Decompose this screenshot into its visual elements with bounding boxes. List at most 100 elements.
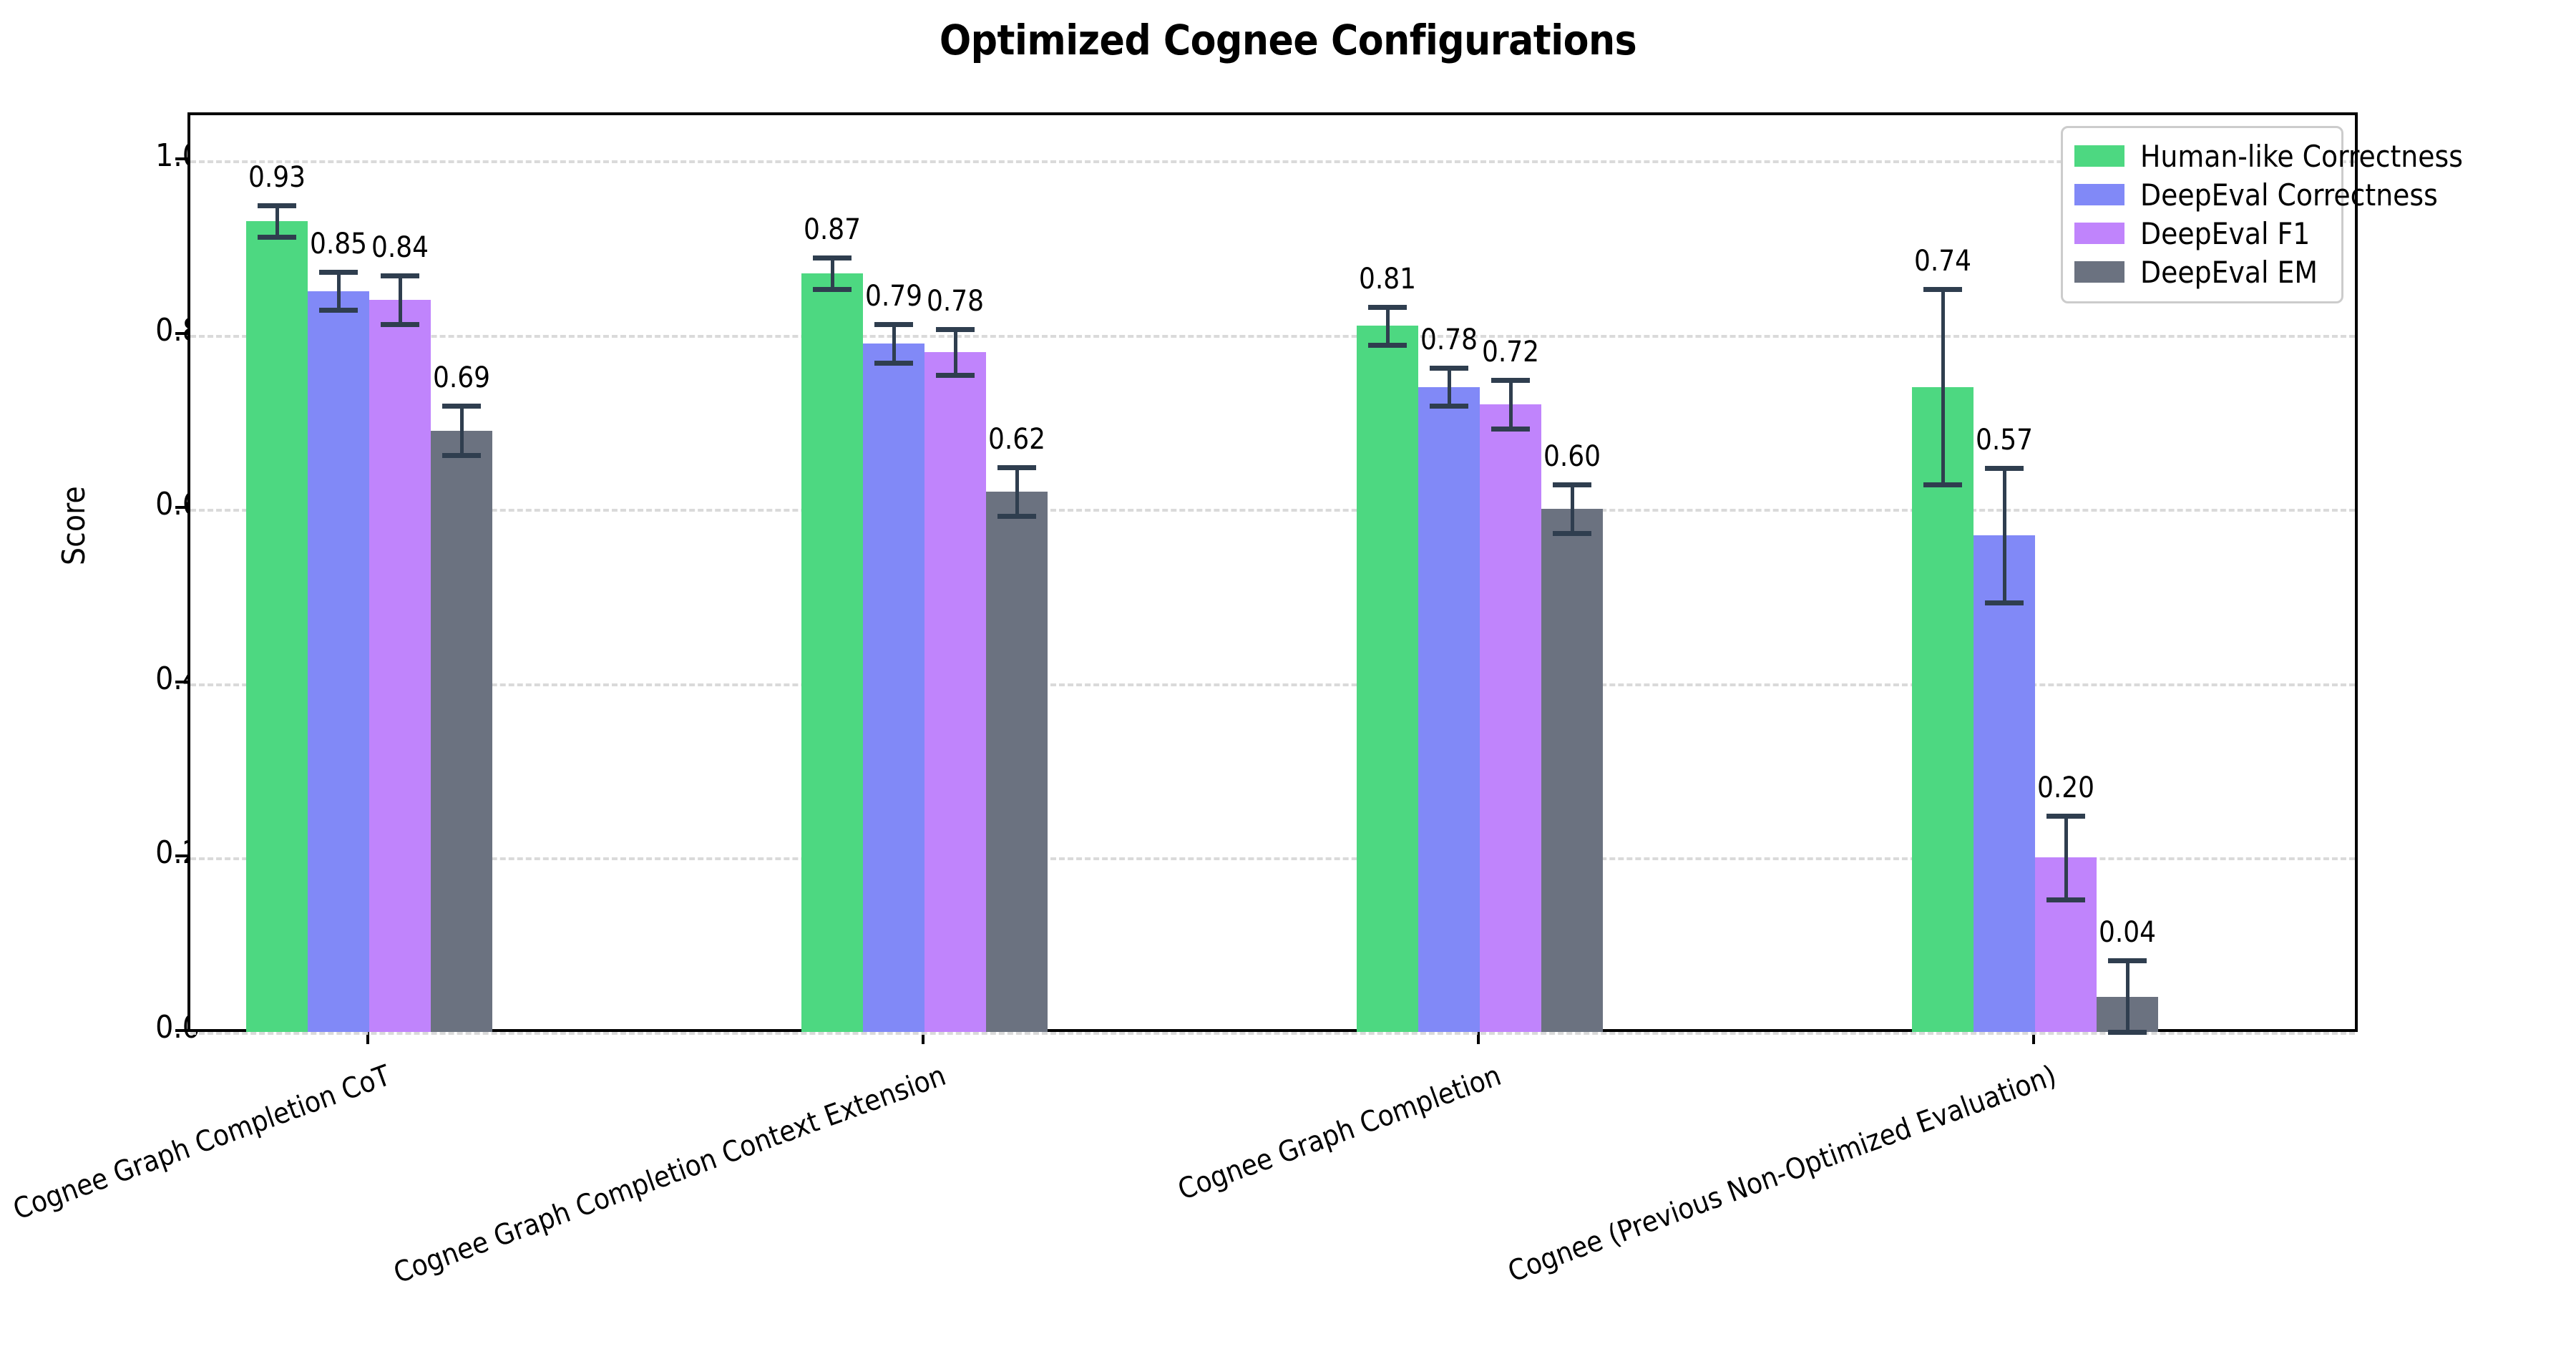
error-bar-line (1015, 467, 1019, 516)
bar-value-label: 0.62 (987, 422, 1046, 456)
error-bar-cap-bottom (1491, 427, 1530, 432)
error-bar-cap-bottom (1368, 343, 1407, 349)
legend-item-label: DeepEval Correctness (2140, 177, 2438, 213)
error-bar-line (2064, 815, 2068, 900)
bar[interactable] (986, 491, 1048, 1032)
error-bar-cap-bottom (1430, 404, 1468, 409)
bar-value-label: 0.60 (1543, 440, 1601, 474)
legend-item-label: Human-like Correctness (2140, 138, 2463, 174)
legend-swatch-icon (2074, 184, 2124, 205)
x-tick-mark (1477, 1032, 1480, 1044)
bar-value-label: 0.04 (2098, 916, 2157, 950)
error-bar-cap-bottom (2108, 1030, 2147, 1035)
error-bar-cap-bottom (2046, 897, 2085, 902)
error-bar-line (1447, 367, 1451, 406)
bar[interactable] (308, 291, 369, 1032)
legend-item-label: DeepEval F1 (2140, 215, 2311, 251)
error-bar-cap-top (258, 203, 296, 209)
error-bar-line (1385, 306, 1390, 346)
error-bar-cap-bottom (381, 321, 419, 327)
error-bar-cap-top (2108, 958, 2147, 964)
legend-swatch-icon (2074, 261, 2124, 283)
bar[interactable] (1541, 509, 1603, 1032)
error-bar-cap-top (874, 321, 913, 327)
bar[interactable] (924, 351, 986, 1032)
bar-value-label: 0.69 (432, 361, 491, 395)
page-title: Optimized Cognee Configurations (939, 16, 1637, 64)
bar-value-label: 0.78 (926, 285, 985, 318)
bar[interactable] (1912, 386, 1974, 1032)
bar[interactable] (1480, 404, 1541, 1032)
error-bar-cap-top (997, 464, 1036, 470)
y-tick-mark (175, 854, 187, 858)
error-bar-cap-top (442, 404, 481, 409)
error-bar-cap-bottom (813, 287, 852, 293)
error-bar-line (830, 258, 834, 290)
bar[interactable] (1974, 535, 2035, 1032)
error-bar-cap-bottom (258, 235, 296, 240)
error-bar-line (1508, 379, 1513, 429)
y-tick-mark (175, 331, 187, 335)
legend-item[interactable]: Human-like Correctness (2074, 138, 2463, 174)
legend: Human-like Correctness DeepEval Correctne… (2061, 126, 2463, 303)
error-bar-line (1570, 484, 1574, 534)
bar-value-label: 0.20 (2036, 771, 2095, 804)
error-bar-cap-top (1368, 304, 1407, 310)
bar-value-label: 0.93 (248, 161, 306, 195)
bar[interactable] (246, 221, 308, 1032)
bar-value-label: 0.72 (1481, 335, 1540, 369)
x-tick-mark (366, 1032, 369, 1044)
bar[interactable] (369, 299, 431, 1032)
error-bar-cap-bottom (319, 308, 358, 313)
bar-value-label: 0.74 (1913, 245, 1972, 278)
bar-value-label: 0.87 (803, 213, 862, 247)
gridline-1.0 (190, 160, 2355, 163)
error-bar-cap-bottom (1923, 482, 1962, 488)
error-bar-cap-top (1430, 365, 1468, 371)
legend-item[interactable]: DeepEval Correctness (2074, 177, 2438, 213)
gridline-0.0 (190, 1032, 2355, 1035)
y-tick-mark (175, 506, 187, 510)
plot-area: 0.93 0.87 0.81 0.74 0.85 0.79 0.78 0.57 0.84 0.78… (187, 112, 2358, 1035)
error-bar-line (275, 205, 279, 238)
error-bar-cap-bottom (997, 513, 1036, 519)
error-bar-cap-bottom (874, 360, 913, 366)
error-bar-line (398, 275, 402, 324)
x-tick-mark (2032, 1032, 2035, 1044)
legend-swatch-icon (2074, 223, 2124, 244)
error-bar-line (2125, 960, 2129, 1032)
bar-value-label: 0.84 (371, 230, 429, 264)
error-bar-cap-top (813, 255, 852, 261)
bar-value-label: 0.85 (309, 227, 368, 260)
bar-value-label: 0.81 (1358, 262, 1417, 296)
legend-item-label: DeepEval EM (2140, 254, 2318, 290)
error-bar-cap-top (381, 273, 419, 278)
error-bar-cap-top (1553, 482, 1591, 488)
x-tick-label: Cognee Graph Completion CoT (9, 1059, 395, 1227)
x-tick-mark (922, 1032, 924, 1044)
legend-item[interactable]: DeepEval F1 (2074, 215, 2330, 251)
bar[interactable] (1357, 326, 1418, 1032)
bar-value-label: 0.79 (864, 279, 923, 313)
bar[interactable] (801, 273, 863, 1032)
error-bar-cap-bottom (1553, 531, 1591, 537)
plot-inner: 0.93 0.87 0.81 0.74 0.85 0.79 0.78 0.57 0.84 0.78… (190, 115, 2355, 1035)
gridline-0.4 (190, 683, 2355, 686)
error-bar-cap-top (319, 269, 358, 275)
error-bar-cap-bottom (442, 452, 481, 458)
y-tick-mark (175, 1029, 187, 1032)
legend-item[interactable]: DeepEval EM (2074, 254, 2330, 290)
error-bar-cap-top (1491, 377, 1530, 383)
bar[interactable] (863, 343, 924, 1032)
error-bar-cap-top (1923, 287, 1962, 293)
error-bar-line (953, 329, 957, 375)
error-bar-line (892, 323, 896, 363)
legend-swatch-icon (2074, 145, 2124, 167)
bar[interactable] (1418, 386, 1480, 1032)
bar-value-label: 0.78 (1420, 323, 1478, 356)
y-axis-label: Score (56, 486, 92, 565)
error-bar-cap-top (936, 327, 975, 333)
error-bar-line (336, 271, 341, 311)
error-bar-cap-bottom (1985, 600, 2024, 605)
bar[interactable] (431, 430, 492, 1032)
